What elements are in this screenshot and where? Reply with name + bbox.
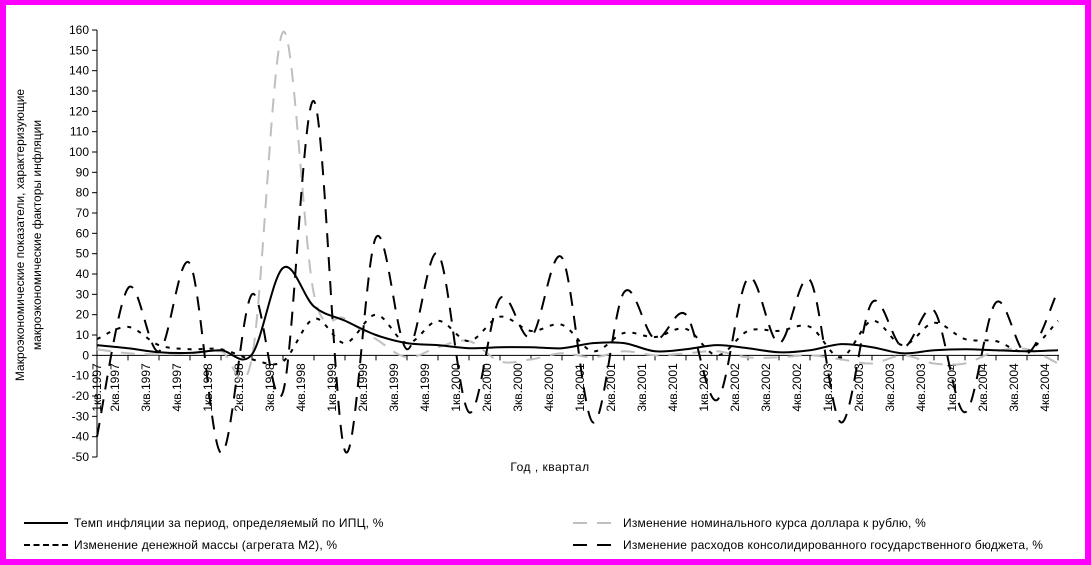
x-tick-label: 3кв.2000 bbox=[511, 363, 525, 412]
y-tick-label: -10 bbox=[72, 369, 90, 383]
x-axis: 1кв.1997 2кв.1997 3кв.1997 4кв.1997 1кв.1998… bbox=[90, 354, 1059, 412]
x-axis-title: Год , квартал bbox=[510, 460, 589, 474]
series-line-0 bbox=[96, 265, 1059, 361]
x-tick-label: 1кв.2001 bbox=[573, 363, 587, 412]
x-tick-label: 3кв.1998 bbox=[263, 363, 277, 412]
series-line-2 bbox=[96, 31, 1059, 381]
x-tick-label: 1кв.2002 bbox=[697, 363, 711, 412]
y-tick-label: 130 bbox=[69, 84, 89, 98]
series-group bbox=[96, 31, 1059, 454]
x-tick-label: 1кв.2004 bbox=[945, 363, 959, 412]
y-tick-label: 120 bbox=[69, 104, 89, 118]
x-tick-label: 1кв.1998 bbox=[201, 363, 215, 412]
y-tick-label: 100 bbox=[69, 145, 89, 159]
y-tick-label: 20 bbox=[76, 308, 90, 322]
x-tick-label: 4кв.1998 bbox=[294, 363, 308, 412]
y-tick-label: 10 bbox=[76, 328, 90, 342]
x-tick-label: 3кв.2003 bbox=[883, 363, 897, 412]
y-tick-label: 40 bbox=[76, 267, 90, 281]
x-tick-label: 2кв.2003 bbox=[852, 363, 866, 412]
x-tick-label: 4кв.1999 bbox=[418, 363, 432, 412]
x-tick-label: 4кв.1997 bbox=[170, 363, 184, 412]
x-tick-label: 2кв.2004 bbox=[976, 363, 990, 412]
x-tick-label: 2кв.2001 bbox=[604, 363, 618, 412]
x-tick-label: 4кв.2003 bbox=[914, 363, 928, 412]
x-tick-label: 3кв.1999 bbox=[387, 363, 401, 412]
y-tick-label: 50 bbox=[76, 247, 90, 261]
y-tick-label: 150 bbox=[69, 43, 89, 57]
x-tick-label: 2кв.1997 bbox=[108, 363, 122, 412]
x-tick-label: 2кв.2000 bbox=[480, 363, 494, 412]
x-tick-label: 4кв.2002 bbox=[790, 363, 804, 412]
y-tick-label: -40 bbox=[72, 430, 90, 444]
x-tick-label: 2кв.1999 bbox=[356, 363, 370, 412]
y-tick-label: -30 bbox=[72, 409, 90, 423]
x-tick-label: 1кв.2000 bbox=[449, 363, 463, 412]
x-tick-label: 3кв.2002 bbox=[759, 363, 773, 412]
x-tick-label: 4кв.2000 bbox=[542, 363, 556, 412]
series-line-3 bbox=[96, 100, 1059, 454]
x-tick-label: 3кв.2004 bbox=[1007, 363, 1021, 412]
x-tick-label: 1кв.2003 bbox=[821, 363, 835, 412]
y-tick-label: 80 bbox=[76, 186, 90, 200]
y-tick-label: 0 bbox=[82, 348, 89, 362]
x-tick-label: 1кв.1999 bbox=[325, 363, 339, 412]
y-axis: -50 -40 -30 -20 -10 0 10 20 30 40 50 60 70 80 90 100 110… bbox=[69, 23, 98, 464]
x-tick-label: 2кв.1998 bbox=[232, 363, 246, 412]
y-axis-title: Макроэкономические показатели, характери… bbox=[13, 89, 44, 381]
series-line-1 bbox=[96, 313, 1059, 366]
y-tick-label: 160 bbox=[69, 23, 89, 37]
y-tick-label: -50 bbox=[72, 450, 90, 464]
x-tick-label: 3кв.1997 bbox=[139, 363, 153, 412]
y-tick-label: 30 bbox=[76, 287, 90, 301]
y-axis-title-line-2: макроэкономические факторы инфляции bbox=[30, 120, 44, 350]
y-tick-label: -20 bbox=[72, 389, 90, 403]
y-tick-label: 140 bbox=[69, 64, 89, 78]
y-tick-label: 60 bbox=[76, 226, 90, 240]
y-tick-label: 110 bbox=[70, 125, 89, 139]
y-tick-label: 70 bbox=[76, 206, 90, 220]
y-axis-title-line-1: Макроэкономические показатели, характери… bbox=[13, 89, 27, 381]
x-tick-label: 4кв.2004 bbox=[1038, 363, 1052, 412]
x-tick-label: 3кв.2001 bbox=[635, 363, 649, 412]
chart-frame: Макроэкономические показатели, характери… bbox=[6, 5, 1085, 559]
x-tick-label: 4кв.2001 bbox=[666, 363, 680, 412]
y-tick-label: 90 bbox=[76, 165, 90, 179]
x-tick-label: 2кв.2002 bbox=[728, 363, 742, 412]
x-tick-label: 1кв.1997 bbox=[90, 363, 104, 412]
line-chart: Макроэкономические показатели, характери… bbox=[13, 23, 1059, 474]
